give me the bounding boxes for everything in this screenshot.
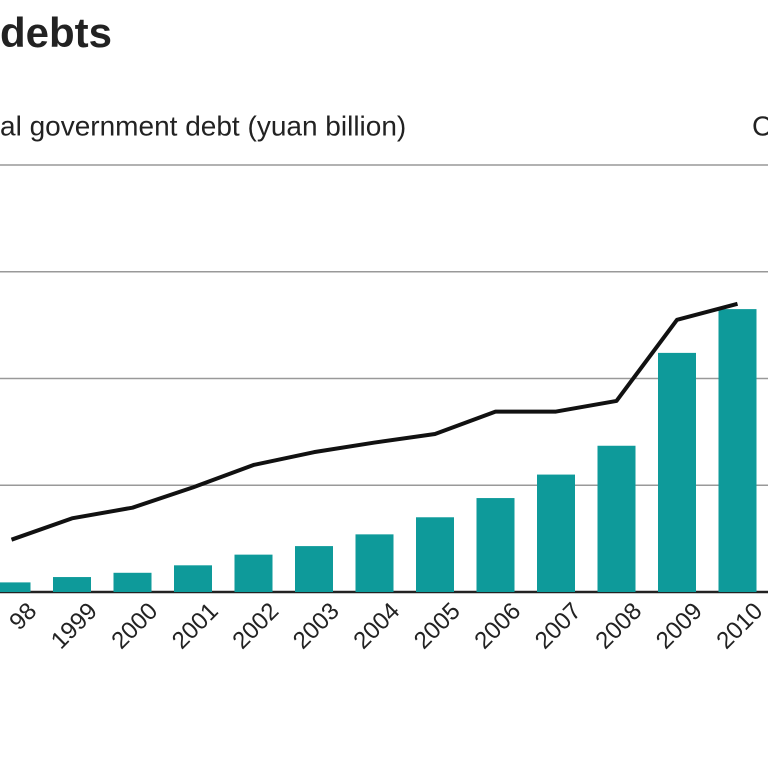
y2-axis-label: C [752, 110, 768, 141]
bar [597, 445, 636, 592]
bar [174, 565, 212, 592]
bar [53, 577, 91, 592]
bar [295, 546, 333, 592]
chart-subtitle: al government debt (yuan billion) [0, 110, 406, 141]
bar [355, 534, 394, 592]
x-tick-label: 2001 [167, 598, 224, 655]
bar [658, 352, 696, 592]
x-tick-label: 2009 [651, 598, 708, 655]
x-tick-label: 2005 [409, 598, 466, 655]
x-tick-label: 2010 [711, 598, 768, 655]
bar [476, 498, 515, 592]
bar [234, 554, 273, 592]
bar [0, 582, 31, 592]
bar [416, 517, 454, 592]
line [10, 301, 739, 542]
x-tick-label: 2006 [469, 598, 526, 655]
chart-title: debts [0, 9, 112, 56]
bar [718, 309, 757, 592]
x-tick-label: 2007 [530, 598, 587, 655]
x-tick-label: 2003 [288, 598, 345, 655]
x-tick-label: 2004 [348, 598, 405, 655]
x-tick-label: 2008 [590, 598, 647, 655]
x-tick-label: 2002 [227, 598, 284, 655]
bar [113, 572, 152, 592]
x-tick-label: 2000 [106, 598, 163, 655]
x-tick-label: 98 [4, 598, 42, 636]
x-tick-label: 1999 [46, 598, 103, 655]
bar [537, 474, 575, 592]
